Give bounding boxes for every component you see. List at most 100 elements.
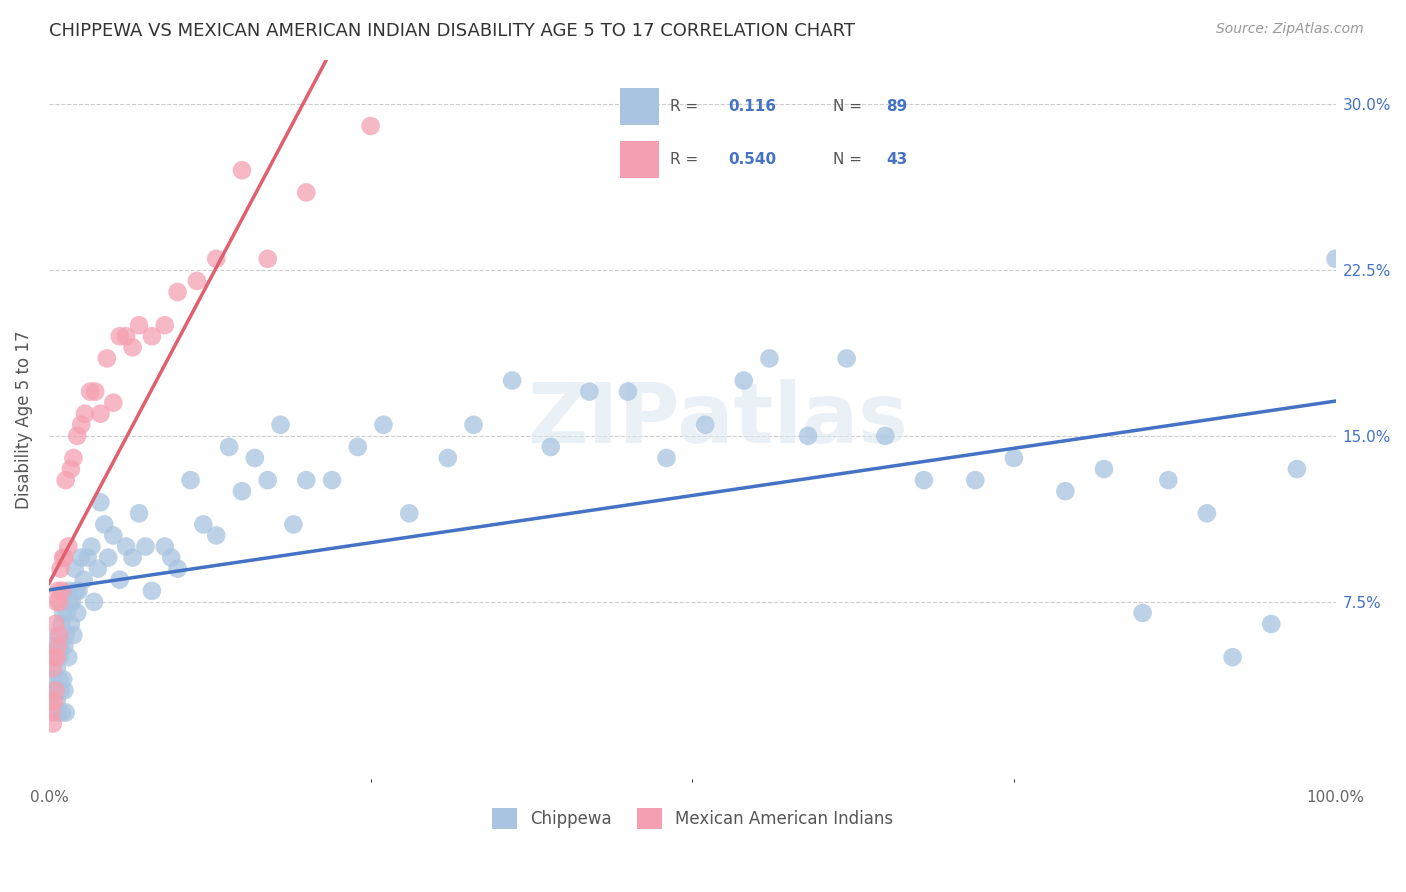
Point	[243, 450, 266, 465]
Point	[1157, 473, 1180, 487]
Point	[121, 550, 143, 565]
Point	[51, 617, 73, 632]
Point	[76, 550, 98, 565]
Point	[41, 706, 63, 720]
Point	[218, 440, 240, 454]
Point	[67, 583, 90, 598]
Y-axis label: Disability Age 5 to 17: Disability Age 5 to 17	[15, 330, 32, 508]
Point	[56, 606, 79, 620]
Point	[53, 639, 76, 653]
Point	[540, 440, 562, 454]
Point	[141, 329, 163, 343]
Point	[835, 351, 858, 366]
Point	[48, 628, 70, 642]
Point	[96, 351, 118, 366]
Point	[463, 417, 485, 432]
Point	[39, 694, 62, 708]
Point	[52, 673, 75, 687]
Point	[46, 706, 69, 720]
Point	[48, 673, 70, 687]
Point	[89, 407, 111, 421]
Point	[1324, 252, 1347, 266]
Point	[166, 285, 188, 299]
Point	[55, 706, 77, 720]
Point	[48, 650, 70, 665]
Point	[501, 374, 523, 388]
Point	[179, 473, 201, 487]
Point	[103, 395, 125, 409]
Point	[1002, 450, 1025, 465]
Point	[134, 540, 156, 554]
Point	[912, 473, 935, 487]
Point	[80, 540, 103, 554]
Point	[63, 562, 86, 576]
Point	[46, 583, 69, 598]
Point	[62, 628, 84, 642]
Point	[58, 540, 80, 554]
Point	[128, 506, 150, 520]
Point	[93, 517, 115, 532]
Point	[53, 683, 76, 698]
Point	[89, 495, 111, 509]
Point	[48, 595, 70, 609]
Point	[49, 562, 72, 576]
Point	[108, 573, 131, 587]
Point	[103, 528, 125, 542]
Point	[45, 650, 67, 665]
Point	[186, 274, 208, 288]
Point	[321, 473, 343, 487]
Point	[655, 450, 678, 465]
Point	[346, 440, 368, 454]
Point	[1054, 484, 1077, 499]
Point	[115, 540, 138, 554]
Point	[42, 650, 65, 665]
Text: ZIPatlas: ZIPatlas	[527, 379, 908, 459]
Point	[51, 583, 73, 598]
Point	[42, 683, 65, 698]
Point	[1195, 506, 1218, 520]
Point	[1132, 606, 1154, 620]
Point	[1222, 650, 1244, 665]
Point	[256, 252, 278, 266]
Point	[115, 329, 138, 343]
Point	[44, 683, 66, 698]
Point	[733, 374, 755, 388]
Point	[121, 340, 143, 354]
Point	[108, 329, 131, 343]
Point	[59, 462, 82, 476]
Point	[141, 583, 163, 598]
Point	[55, 628, 77, 642]
Point	[55, 473, 77, 487]
Point	[79, 384, 101, 399]
Point	[49, 683, 72, 698]
Point	[87, 562, 110, 576]
Point	[437, 450, 460, 465]
Point	[965, 473, 987, 487]
Point	[295, 186, 318, 200]
Point	[758, 351, 780, 366]
Point	[58, 595, 80, 609]
Legend: Chippewa, Mexican American Indians: Chippewa, Mexican American Indians	[485, 802, 900, 835]
Point	[83, 595, 105, 609]
Point	[231, 163, 253, 178]
Point	[44, 650, 66, 665]
Point	[373, 417, 395, 432]
Point	[44, 617, 66, 632]
Point	[46, 639, 69, 653]
Point	[193, 517, 215, 532]
Point	[73, 573, 96, 587]
Point	[65, 583, 87, 598]
Point	[49, 639, 72, 653]
Point	[51, 706, 73, 720]
Point	[128, 318, 150, 333]
Point	[52, 550, 75, 565]
Point	[1285, 462, 1308, 476]
Point	[42, 661, 65, 675]
Point	[97, 550, 120, 565]
Point	[41, 639, 63, 653]
Point	[797, 429, 820, 443]
Point	[42, 673, 65, 687]
Point	[58, 583, 80, 598]
Point	[73, 407, 96, 421]
Point	[60, 595, 83, 609]
